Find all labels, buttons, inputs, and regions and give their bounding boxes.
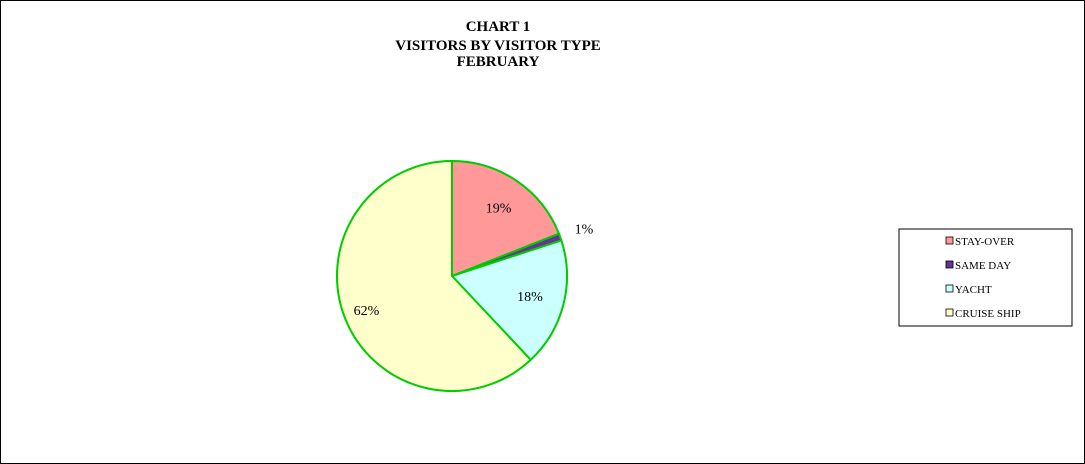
legend-swatch-cruise-ship [945, 308, 954, 317]
pie-labels: 19% 1% 18% 62% [354, 202, 594, 319]
chart-title-line-2: VISITORS BY VISITOR TYPE [395, 38, 601, 54]
legend-swatch-stay-over [945, 236, 954, 245]
slice-label-cruise-ship: 62% [354, 304, 380, 319]
legend-swatch-same-day [945, 260, 954, 269]
legend-label-cruise-ship: CRUISE SHIP [955, 308, 1021, 320]
legend-box [898, 228, 1073, 327]
slice-label-yacht: 18% [517, 290, 543, 305]
legend-label-stay-over: STAY-OVER [955, 236, 1015, 248]
chart-title: CHART 1 VISITORS BY VISITOR TYPE FEBRUAR… [395, 19, 601, 70]
legend: STAY-OVER SAME DAY YACHT CRUISE SHIP [898, 228, 1073, 327]
chart-title-line-1: CHART 1 [466, 19, 531, 35]
slice-label-same-day: 1% [575, 222, 594, 237]
legend-label-same-day: SAME DAY [955, 260, 1011, 272]
slice-label-stay-over: 19% [486, 202, 512, 217]
pie-outline [336, 160, 568, 392]
chart-title-line-3: FEBRUARY [457, 54, 540, 70]
legend-label-yacht: YACHT [955, 284, 992, 296]
legend-swatch-yacht [945, 284, 954, 293]
pie-slices [336, 159, 568, 392]
